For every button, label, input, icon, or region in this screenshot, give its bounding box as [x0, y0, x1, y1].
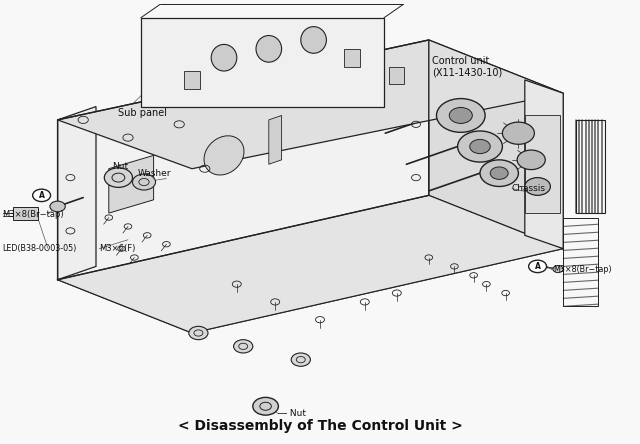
Bar — [344, 49, 360, 67]
Text: Nut: Nut — [112, 162, 128, 171]
Circle shape — [525, 178, 550, 195]
Circle shape — [517, 150, 545, 170]
Text: M3×8(Br−tap): M3×8(Br−tap) — [2, 210, 63, 218]
Text: Washer: Washer — [138, 169, 171, 178]
Circle shape — [480, 160, 518, 186]
Polygon shape — [58, 40, 429, 280]
Circle shape — [470, 139, 490, 154]
Text: A: A — [38, 191, 45, 200]
Polygon shape — [58, 195, 563, 333]
Bar — [525, 115, 560, 213]
Ellipse shape — [301, 27, 326, 53]
Circle shape — [553, 266, 563, 273]
Circle shape — [502, 122, 534, 144]
Circle shape — [50, 201, 65, 212]
Circle shape — [458, 131, 502, 162]
Circle shape — [529, 260, 547, 273]
Circle shape — [291, 353, 310, 366]
Circle shape — [189, 326, 208, 340]
Text: M3×6(F): M3×6(F) — [99, 244, 136, 253]
Bar — [563, 218, 598, 306]
Text: Sub panel: Sub panel — [118, 107, 168, 118]
Polygon shape — [109, 155, 154, 213]
Ellipse shape — [204, 136, 244, 175]
Ellipse shape — [211, 44, 237, 71]
Text: M3×8(Br−tap): M3×8(Br−tap) — [554, 266, 612, 274]
Circle shape — [104, 168, 132, 187]
Circle shape — [234, 340, 253, 353]
Polygon shape — [58, 107, 96, 280]
Polygon shape — [58, 195, 563, 333]
Polygon shape — [141, 18, 384, 107]
Text: < Disassembly of The Control Unit >: < Disassembly of The Control Unit > — [178, 419, 462, 433]
Circle shape — [33, 189, 51, 202]
Bar — [184, 71, 200, 89]
Circle shape — [253, 397, 278, 415]
Polygon shape — [525, 80, 563, 249]
Circle shape — [449, 107, 472, 123]
Bar — [389, 67, 404, 84]
Circle shape — [490, 167, 508, 179]
Text: Control unit
(X11-1430-10): Control unit (X11-1430-10) — [432, 56, 502, 77]
Bar — [576, 120, 605, 213]
Text: LED(B38-0O03-05): LED(B38-0O03-05) — [2, 244, 76, 253]
Polygon shape — [269, 115, 282, 164]
Circle shape — [132, 174, 156, 190]
Polygon shape — [429, 40, 563, 249]
Circle shape — [436, 99, 485, 132]
Ellipse shape — [256, 36, 282, 62]
Bar — [13, 207, 38, 220]
Text: A: A — [534, 262, 541, 271]
Text: Chassis: Chassis — [512, 184, 546, 193]
Polygon shape — [58, 40, 563, 169]
Text: ― Nut: ― Nut — [278, 409, 307, 418]
